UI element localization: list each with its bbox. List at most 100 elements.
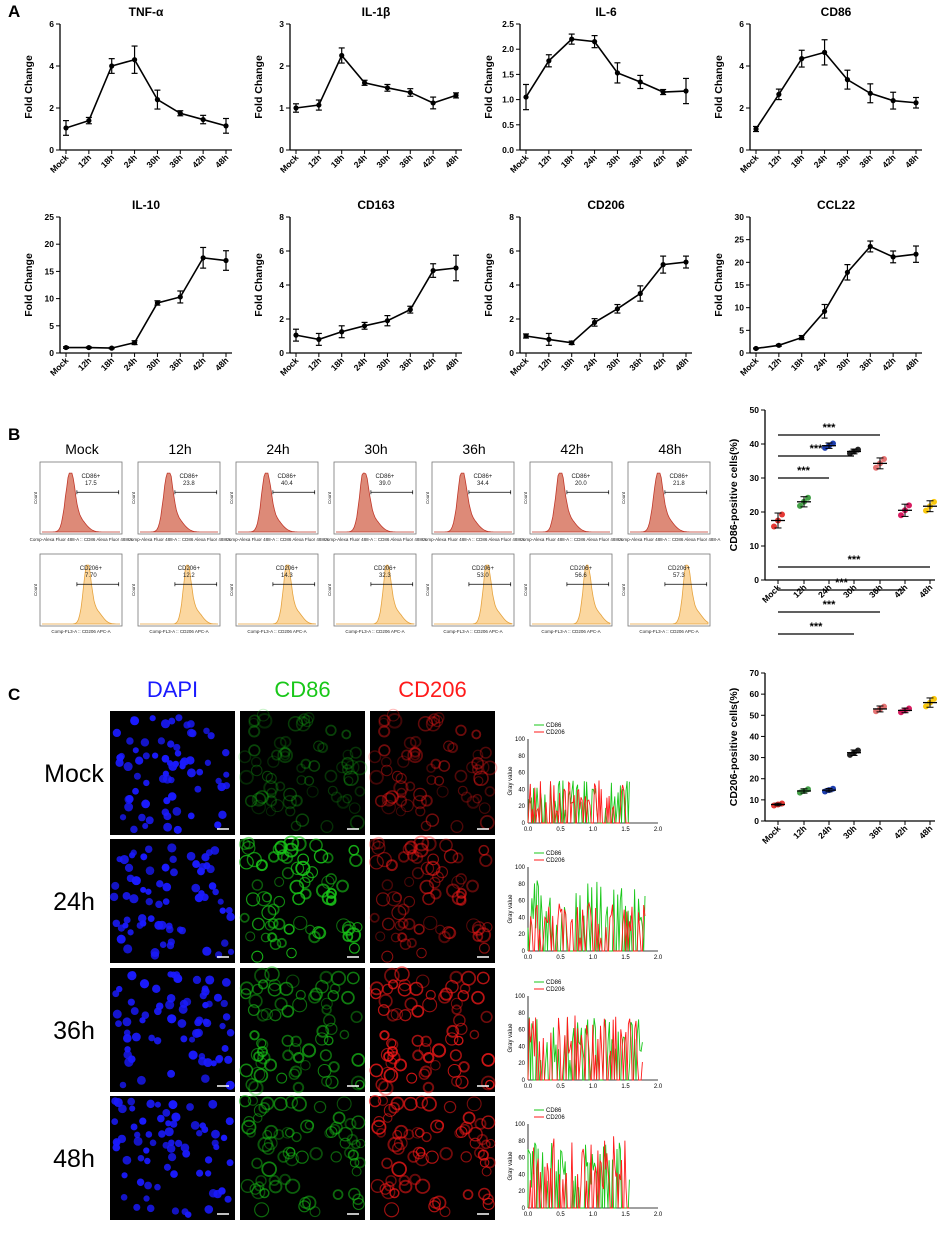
nucleus [127,1097,136,1106]
legend-label-cd86: CD86 [546,723,562,729]
data-point [131,57,138,63]
cell [332,1189,344,1200]
x-tick-label: 12h [76,355,93,372]
cell [414,1178,431,1194]
cell [261,1161,277,1177]
cell [404,997,418,1011]
data-point [453,92,459,98]
x-tick-label: 42h [892,823,909,840]
gate-name: CD206+ [668,566,691,572]
cell [277,1150,290,1163]
cell [329,1123,341,1136]
cell [273,736,287,750]
replicate-point [881,456,887,463]
nucleus [165,1120,172,1127]
nucleus [133,1136,143,1146]
data-point [109,345,115,351]
cell [431,715,444,728]
cell [449,970,463,984]
nucleus [226,1159,234,1167]
series-line [755,51,917,130]
nucleus [119,854,129,865]
nucleus [204,1156,213,1164]
histogram-frame [235,553,319,627]
cell [428,713,440,725]
cell [382,792,397,806]
profile-y-tick-label: 0 [522,821,526,827]
cell [374,794,388,808]
cell [247,1095,259,1106]
profile-x-tick-label: 1.0 [589,827,598,833]
y-tick-label: 15 [735,280,745,290]
cell [378,725,391,738]
cell [386,713,403,729]
nucleus [225,1117,234,1126]
cell [371,1119,387,1135]
nucleus [204,1170,212,1177]
intensity-profile-48h: 0 20 40 60 80 100 0.0 0.5 1.0 1.5 2.0 Gray value CD8… [508,1108,663,1218]
cell [319,970,333,984]
cell [325,1022,338,1036]
cell [300,758,312,770]
profile-y-tick-label: 0 [522,1078,526,1084]
y-axis-label: Fold Change [23,55,35,119]
nucleus [112,1143,121,1152]
data-point [361,80,368,86]
y-tick-label: 0 [49,145,54,155]
cell [462,1189,474,1200]
flow-timepoint-label: Mock [65,441,99,457]
cell [397,917,409,929]
cell [419,1065,432,1078]
x-tick-label: 48h [213,152,230,169]
cell [267,755,280,768]
nucleus [149,1139,157,1147]
nucleus [204,1205,214,1214]
cell [469,1137,481,1149]
nucleus [130,1123,138,1131]
nucleus [166,994,176,1003]
cell [455,724,467,736]
histogram-x-label: Comp-FL3-A :: CD206 APC-A [443,629,502,634]
cell [376,1127,386,1138]
cell [435,924,446,935]
y-axis-label: CD206-positive cells(%) [728,688,740,806]
gate-value: 17.5 [85,481,97,487]
cell [397,932,408,943]
profile-x-tick-label: 0.5 [556,955,565,961]
cell [413,787,427,802]
data-point [131,340,138,346]
micrograph-background [370,711,495,835]
cell [290,861,305,876]
y-tick-label: 15 [45,266,55,276]
cell [323,1014,336,1027]
nucleus [112,1009,122,1019]
nucleus [201,987,210,996]
cell [378,993,393,1009]
histogram-curve [42,564,120,625]
profile-x-tick-label: 1.0 [589,1212,598,1218]
cell [251,1185,266,1200]
gate-name: CD206+ [80,566,103,572]
flow-timepoint-label: 42h [560,441,583,457]
cell [248,744,261,757]
chart-title: TNF-α [129,5,164,19]
cell [336,1096,352,1112]
nucleus [144,845,153,853]
legend-label-cd206: CD206 [546,1115,565,1121]
cell [428,876,441,889]
data-point [591,319,598,325]
cell [460,791,473,803]
cell [455,1022,468,1036]
y-tick-label: 20 [750,774,760,784]
gate-name: CD206+ [178,566,201,572]
cell [368,1094,382,1108]
nucleus [144,1157,151,1165]
histogram-curve [140,564,218,625]
nucleus [168,1139,175,1146]
cell [472,793,483,804]
cell [397,755,410,768]
y-tick-label: 6 [279,246,284,256]
cell [391,1161,407,1177]
